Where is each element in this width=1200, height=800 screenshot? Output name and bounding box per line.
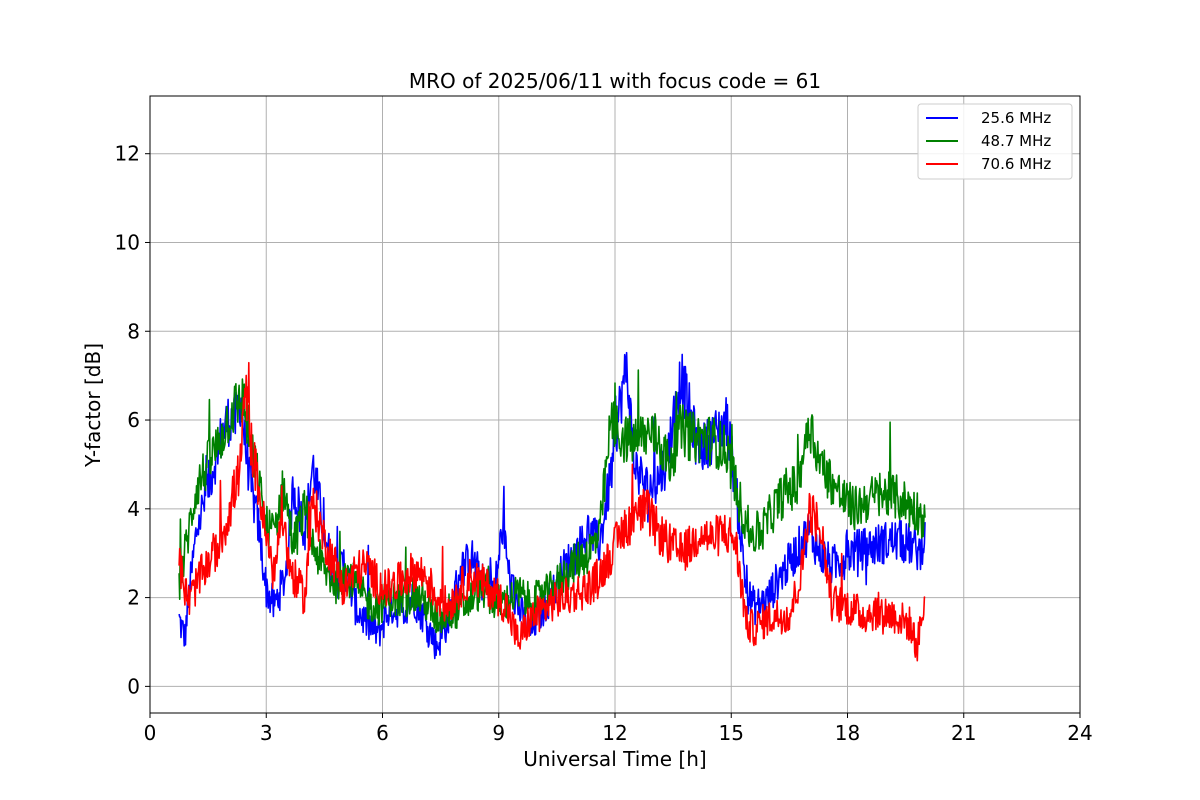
series-layer: [178, 351, 926, 662]
series-line-2: [178, 369, 926, 634]
x-tick-label: 9: [492, 721, 505, 745]
y-axis-label: Y-factor [dB]: [81, 343, 105, 468]
y-tick-label: 4: [127, 497, 140, 521]
x-tick-label: 0: [144, 721, 157, 745]
x-tick-label: 24: [1067, 721, 1092, 745]
x-tick-label: 12: [602, 721, 627, 745]
y-tick-label: 8: [127, 319, 140, 343]
legend: 25.6 MHz 48.7 MHz 70.6 MHz: [917, 103, 1073, 180]
x-tick-label: 3: [260, 721, 273, 745]
legend-label: 25.6 MHz: [981, 109, 1051, 127]
series-line-3: [178, 361, 926, 662]
y-tick-label: 0: [127, 674, 140, 698]
x-tick-label: 21: [951, 721, 976, 745]
y-tick-label: 6: [127, 408, 140, 432]
chart-title: MRO of 2025/06/11 with focus code = 61: [409, 69, 821, 93]
legend-label: 70.6 MHz: [981, 155, 1051, 173]
x-tick-label: 18: [835, 721, 860, 745]
x-tick-label: 6: [376, 721, 389, 745]
y-tick-label: 2: [127, 586, 140, 610]
legend-box: [917, 103, 1073, 180]
x-tick-label: 15: [719, 721, 744, 745]
legend-label: 48.7 MHz: [981, 132, 1051, 150]
y-tick-label: 12: [115, 142, 140, 166]
y-tick-label: 10: [115, 230, 140, 254]
x-axis-label: Universal Time [h]: [523, 747, 706, 771]
